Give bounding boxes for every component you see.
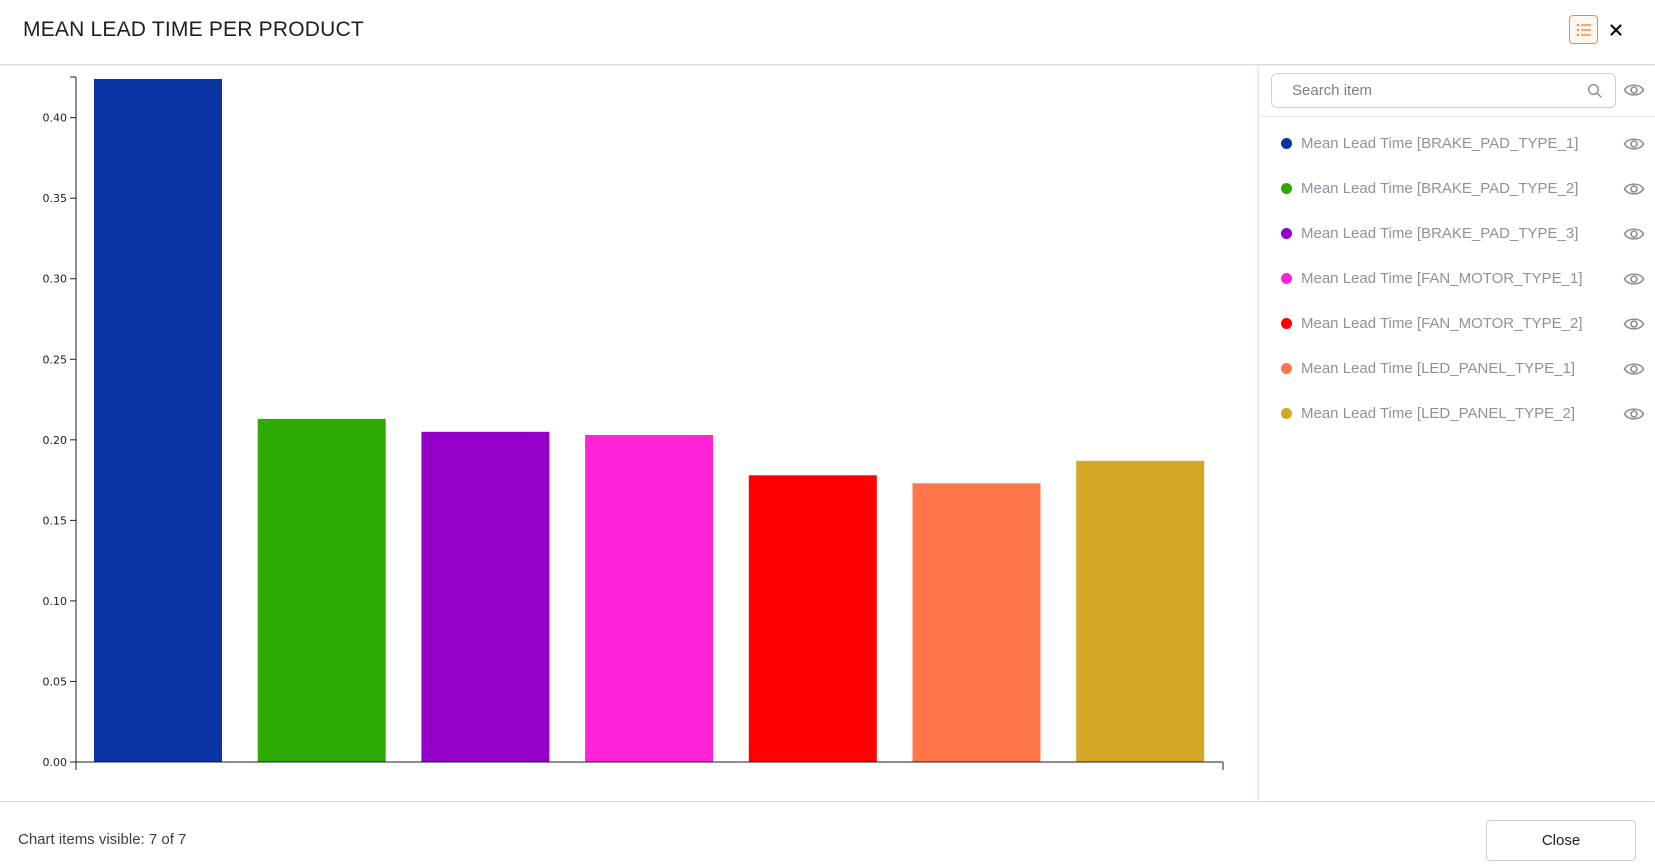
legend-color-dot (1281, 138, 1292, 149)
y-tick-label: 0.40 (43, 112, 68, 125)
eye-icon[interactable] (1623, 360, 1645, 378)
legend-item[interactable]: Mean Lead Time [BRAKE_PAD_TYPE_3] (1259, 211, 1655, 256)
search-box (1271, 73, 1616, 108)
eye-icon[interactable] (1623, 81, 1645, 99)
legend-item-label: Mean Lead Time [BRAKE_PAD_TYPE_1] (1301, 135, 1579, 152)
y-tick-label: 0.20 (43, 434, 68, 447)
eye-icon[interactable] (1623, 405, 1645, 423)
legend-color-dot (1281, 408, 1292, 419)
y-tick-label: 0.05 (43, 675, 68, 688)
legend-item-label: Mean Lead Time [BRAKE_PAD_TYPE_2] (1301, 180, 1579, 197)
y-tick-label: 0.30 (43, 273, 68, 286)
bar[interactable] (912, 483, 1041, 762)
dialog-header: MEAN LEAD TIME PER PRODUCT (0, 0, 1655, 65)
legend-color-dot (1281, 363, 1292, 374)
y-tick-label: 0.35 (43, 192, 68, 205)
legend-item[interactable]: Mean Lead Time [BRAKE_PAD_TYPE_1] (1259, 121, 1655, 166)
legend-item-label: Mean Lead Time [FAN_MOTOR_TYPE_2] (1301, 315, 1583, 332)
dialog-footer: Chart items visible: 7 of 7 Close (0, 801, 1655, 865)
x-axis (75, 761, 1224, 770)
search-icon[interactable] (1587, 83, 1603, 99)
dialog-title: MEAN LEAD TIME PER PRODUCT (23, 18, 364, 41)
close-icon (1610, 23, 1622, 36)
legend-panel: Mean Lead Time [BRAKE_PAD_TYPE_1] Mean Le… (1258, 66, 1655, 801)
legend-toggle-button[interactable] (1569, 15, 1598, 44)
bar[interactable] (748, 475, 877, 762)
search-input[interactable] (1272, 74, 1572, 107)
legend-color-dot (1281, 273, 1292, 284)
legend-item[interactable]: Mean Lead Time [FAN_MOTOR_TYPE_2] (1259, 301, 1655, 346)
legend-item[interactable]: Mean Lead Time [LED_PANEL_TYPE_1] (1259, 346, 1655, 391)
legend-list: Mean Lead Time [BRAKE_PAD_TYPE_1] Mean Le… (1259, 121, 1655, 436)
bar[interactable] (257, 418, 386, 762)
legend-item-label: Mean Lead Time [LED_PANEL_TYPE_2] (1301, 405, 1576, 422)
visible-items-status: Chart items visible: 7 of 7 (18, 831, 187, 848)
eye-icon[interactable] (1623, 135, 1645, 153)
legend-item[interactable]: Mean Lead Time [BRAKE_PAD_TYPE_2] (1259, 166, 1655, 211)
bar[interactable] (94, 79, 222, 762)
legend-item[interactable]: Mean Lead Time [LED_PANEL_TYPE_2] (1259, 391, 1655, 436)
eye-icon[interactable] (1623, 180, 1645, 198)
legend-item-label: Mean Lead Time [BRAKE_PAD_TYPE_3] (1301, 225, 1579, 242)
close-button[interactable]: Close (1486, 820, 1636, 861)
bars (94, 79, 1205, 762)
legend-item-label: Mean Lead Time [FAN_MOTOR_TYPE_1] (1301, 270, 1583, 287)
eye-icon[interactable] (1623, 315, 1645, 333)
bar[interactable] (585, 435, 714, 762)
bar-chart: 0.00 0.05 0.10 0.15 0.20 0.25 0.30 0.35 0.40 (43, 76, 1224, 770)
panel-divider (1259, 116, 1655, 117)
chart-area: 0.00 0.05 0.10 0.15 0.20 0.25 0.30 0.35 0.40 (0, 66, 1258, 801)
y-tick-label: 0.10 (43, 595, 68, 608)
y-axis: 0.00 0.05 0.10 0.15 0.20 0.25 0.30 0.35 0.40 (43, 76, 77, 770)
list-icon (1576, 23, 1591, 36)
close-dialog-button[interactable] (1603, 15, 1629, 44)
legend-item-label: Mean Lead Time [LED_PANEL_TYPE_1] (1301, 360, 1576, 377)
y-tick-label: 0.00 (43, 756, 68, 769)
legend-item[interactable]: Mean Lead Time [FAN_MOTOR_TYPE_1] (1259, 256, 1655, 301)
eye-icon[interactable] (1623, 270, 1645, 288)
bar[interactable] (1076, 460, 1205, 762)
eye-icon[interactable] (1623, 225, 1645, 243)
legend-color-dot (1281, 318, 1292, 329)
legend-color-dot (1281, 228, 1292, 239)
legend-color-dot (1281, 183, 1292, 194)
bar[interactable] (421, 431, 550, 762)
y-tick-label: 0.25 (43, 353, 68, 366)
y-tick-label: 0.15 (43, 514, 68, 527)
